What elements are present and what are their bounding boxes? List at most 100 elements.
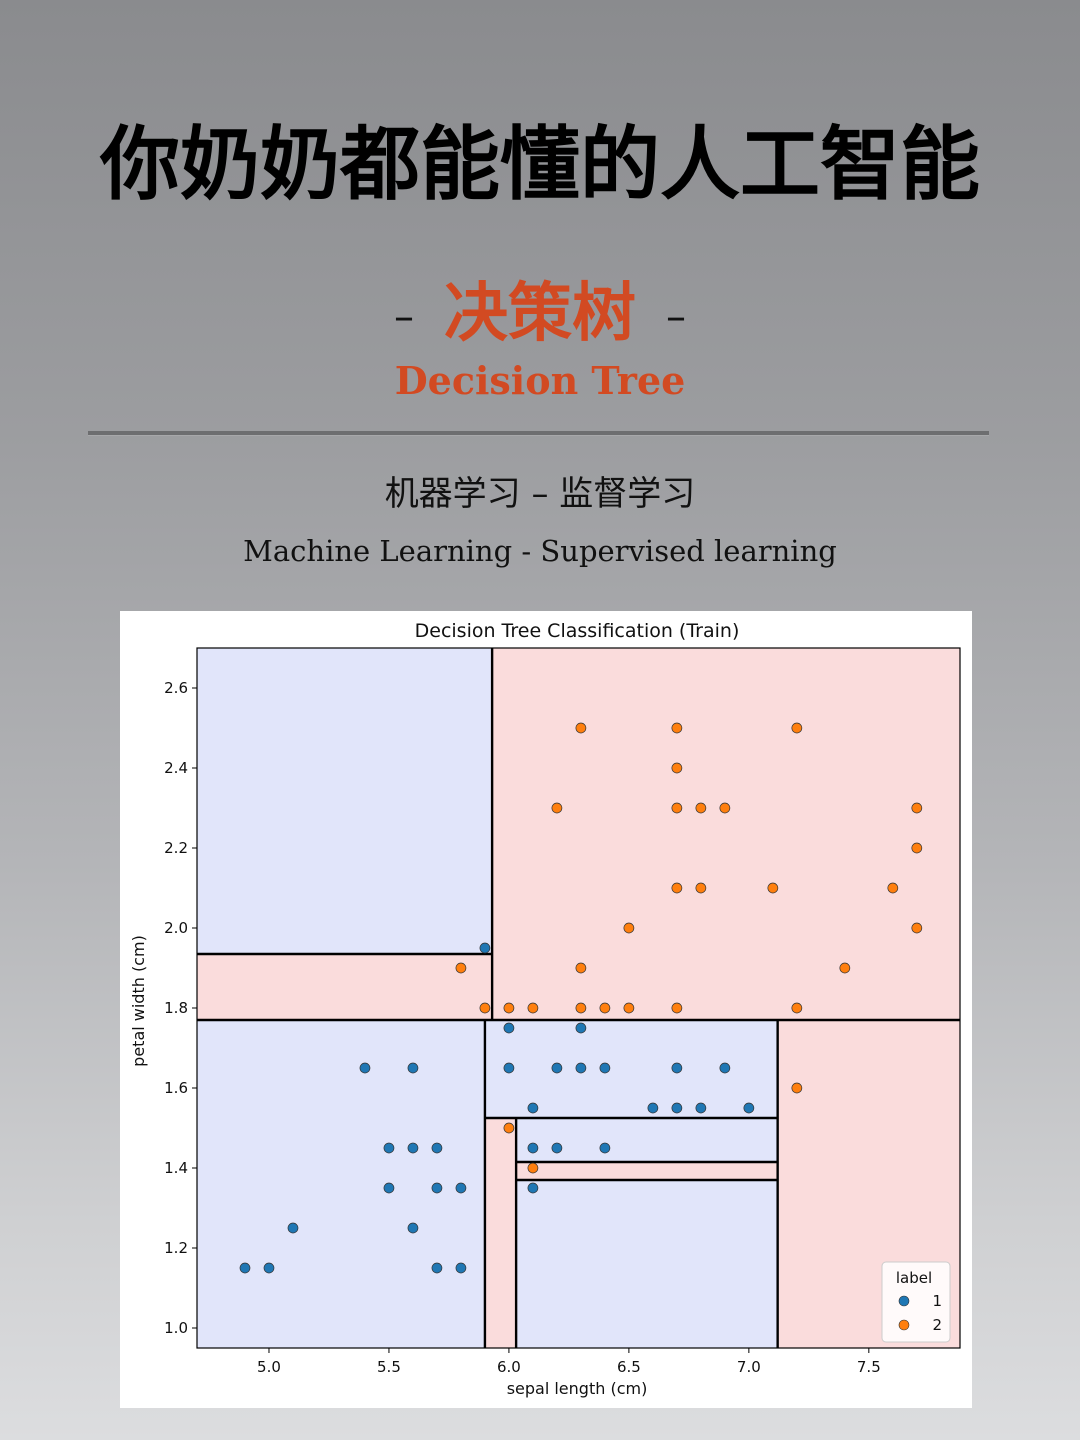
point-class-1-1 xyxy=(239,1262,251,1274)
point-class-1-9 xyxy=(407,1222,419,1234)
x-tick-label: 7.0 xyxy=(737,1358,761,1376)
point-class-1-19 xyxy=(527,1142,539,1154)
category-en: Machine Learning - Supervised learning xyxy=(243,534,837,568)
point-class-1-30 xyxy=(695,1102,707,1114)
point-class-2-21 xyxy=(791,722,803,734)
point-class-1-11 xyxy=(431,1182,443,1194)
point-class-1-2 xyxy=(263,1262,275,1274)
page-title: 你奶奶都能懂的人工智能 xyxy=(100,118,980,211)
decision-region-9 xyxy=(516,1180,778,1348)
point-class-1-27 xyxy=(647,1102,659,1114)
decision-region-8 xyxy=(516,1162,778,1180)
point-class-2-17 xyxy=(695,802,707,814)
x-tick-label: 6.5 xyxy=(617,1358,641,1376)
y-axis-ticks: 1.0 1.2 1.4 1.6 1.8 2.0 2.2 2.4 2.6 xyxy=(164,679,197,1337)
point-class-1-10 xyxy=(431,1142,443,1154)
point-class-1-16 xyxy=(503,1022,515,1034)
point-class-2-25 xyxy=(887,882,899,894)
y-tick-label: 2.2 xyxy=(164,839,188,857)
point-class-2-12 xyxy=(671,722,683,734)
point-class-1-13 xyxy=(455,1182,467,1194)
point-class-2-7 xyxy=(575,962,587,974)
point-class-1-23 xyxy=(575,1022,587,1034)
point-class-1-22 xyxy=(551,1142,563,1154)
point-class-1-26 xyxy=(599,1142,611,1154)
decision-region-1 xyxy=(197,648,493,954)
decision-region-5 xyxy=(484,1020,778,1118)
legend: label 1 2 xyxy=(881,1261,951,1343)
decision-region-2 xyxy=(197,954,493,1020)
point-class-2-19 xyxy=(719,802,731,814)
point-class-1-15 xyxy=(479,942,491,954)
y-tick-label: 2.0 xyxy=(164,919,188,937)
legend-box xyxy=(881,1261,951,1343)
point-class-1-17 xyxy=(503,1062,515,1074)
y-tick-label: 1.8 xyxy=(164,999,188,1017)
point-class-2-26 xyxy=(911,802,923,814)
decision-region-6 xyxy=(484,1118,517,1348)
point-class-2-5 xyxy=(551,802,563,814)
point-class-1-3 xyxy=(287,1222,299,1234)
point-class-2-16 xyxy=(671,1002,683,1014)
point-class-1-7 xyxy=(407,1062,419,1074)
y-tick-label: 1.0 xyxy=(164,1319,188,1337)
point-class-2-15 xyxy=(671,882,683,894)
legend-title: label xyxy=(896,1269,932,1287)
y-tick-label: 1.2 xyxy=(164,1239,188,1257)
subtitle-dash-left: – xyxy=(394,294,414,341)
legend-label-1: 1 xyxy=(932,1292,942,1310)
point-class-2-24 xyxy=(839,962,851,974)
point-class-2-11 xyxy=(623,1002,635,1014)
legend-label-2: 2 xyxy=(932,1316,942,1334)
point-class-2-23 xyxy=(791,1082,803,1094)
legend-marker-1 xyxy=(898,1295,910,1307)
y-tick-label: 2.6 xyxy=(164,679,188,697)
decision-region-7 xyxy=(516,1118,778,1162)
point-class-1-12 xyxy=(431,1262,443,1274)
subtitle-cn: 决策树 xyxy=(444,277,636,351)
x-axis-label: sepal length (cm) xyxy=(507,1379,648,1398)
x-tick-label: 5.0 xyxy=(257,1358,281,1376)
point-class-1-20 xyxy=(527,1182,539,1194)
point-class-2-13 xyxy=(671,762,683,774)
decision-region-3 xyxy=(492,648,960,1020)
point-class-2-18 xyxy=(695,882,707,894)
category-cn: 机器学习 – 监督学习 xyxy=(384,474,696,514)
point-class-2-9 xyxy=(599,1002,611,1014)
point-class-1-5 xyxy=(383,1142,395,1154)
subtitle-dash-right: – xyxy=(666,294,686,341)
point-class-1-21 xyxy=(551,1062,563,1074)
point-class-1-28 xyxy=(671,1062,683,1074)
point-class-1-8 xyxy=(407,1142,419,1154)
legend-marker-2 xyxy=(898,1319,910,1331)
point-class-2-6 xyxy=(575,722,587,734)
point-class-1-29 xyxy=(671,1102,683,1114)
point-class-2-8 xyxy=(575,1002,587,1014)
y-tick-label: 2.4 xyxy=(164,759,188,777)
point-class-2-2 xyxy=(479,1002,491,1014)
point-class-2-14 xyxy=(671,802,683,814)
chart-title: Decision Tree Classification (Train) xyxy=(415,620,740,642)
chart-panel: 5.0 5.5 6.0 6.5 7.0 7.5 1.0 1.2 1.4 1.6 1.8 2.0 2.2… xyxy=(120,611,972,1408)
decision-boundaries xyxy=(197,648,960,1348)
point-class-2-4 xyxy=(527,1002,539,1014)
point-class-2-29 xyxy=(503,1122,515,1134)
decision-regions xyxy=(197,648,960,1348)
point-class-1-6 xyxy=(383,1182,395,1194)
point-class-2-22 xyxy=(791,1002,803,1014)
point-class-1-14 xyxy=(455,1262,467,1274)
point-class-2-27 xyxy=(911,842,923,854)
x-axis-ticks: 5.0 5.5 6.0 6.5 7.0 7.5 xyxy=(257,1348,881,1376)
point-class-2-28 xyxy=(911,922,923,934)
point-class-2-3 xyxy=(503,1002,515,1014)
point-class-1-18 xyxy=(527,1102,539,1114)
point-class-2-10 xyxy=(623,922,635,934)
y-tick-label: 1.6 xyxy=(164,1079,188,1097)
point-class-1-31 xyxy=(719,1062,731,1074)
subtitle-en: Decision Tree xyxy=(394,358,686,403)
point-class-1-4 xyxy=(359,1062,371,1074)
decision-region-4 xyxy=(197,1020,485,1348)
decision-tree-chart: 5.0 5.5 6.0 6.5 7.0 7.5 1.0 1.2 1.4 1.6 1.8 2.0 2.2… xyxy=(129,620,961,1398)
x-tick-label: 6.0 xyxy=(497,1358,521,1376)
point-class-2-1 xyxy=(455,962,467,974)
